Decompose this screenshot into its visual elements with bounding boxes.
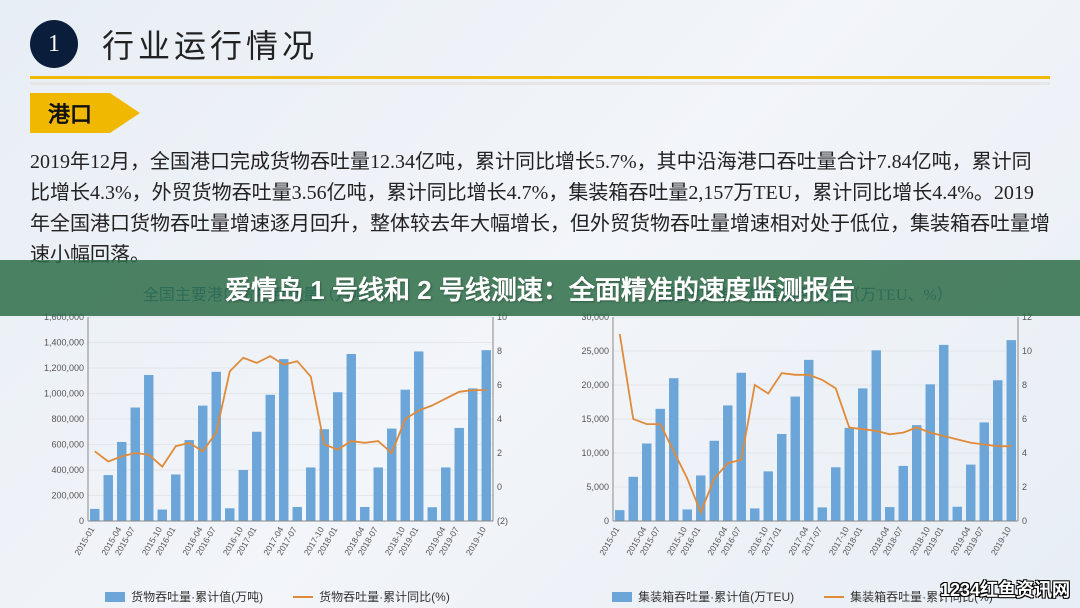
svg-text:25,000: 25,000 (581, 346, 609, 356)
svg-text:10: 10 (1022, 346, 1032, 356)
svg-text:1,000,000: 1,000,000 (44, 389, 84, 399)
svg-text:800,000: 800,000 (51, 414, 84, 424)
svg-text:4: 4 (1022, 448, 1027, 458)
svg-text:1,400,000: 1,400,000 (44, 338, 84, 348)
svg-text:10,000: 10,000 (581, 448, 609, 458)
svg-text:400,000: 400,000 (51, 465, 84, 475)
chart-left: 全国主要港口货物吞吐量（万吨、%） 0200,000400,000600,000… (30, 281, 525, 605)
svg-text:6: 6 (497, 380, 502, 390)
chart-left-svg: 0 200,000 400,000 600,000 800,000 1,000,000 1,… (30, 309, 525, 579)
legend-line-left-label: 货物吞吐量·累计同比(%) (319, 588, 450, 605)
svg-text:0: 0 (604, 516, 609, 526)
svg-text:0: 0 (1022, 516, 1027, 526)
svg-text:2015-01: 2015-01 (72, 525, 96, 557)
legend-bar-right-label: 集装箱吞吐量·累计值(万TEU) (638, 588, 794, 605)
svg-text:8: 8 (1022, 380, 1027, 390)
slide-number-circle: 1 (30, 20, 78, 68)
svg-text:2019-10: 2019-10 (989, 525, 1013, 557)
section-label: 港口 (30, 93, 110, 133)
slide-header: 1 行业运行情况 (0, 0, 1080, 68)
title-divider (30, 76, 1050, 79)
svg-text:20,000: 20,000 (581, 380, 609, 390)
chart-left-legend: 货物吞吐量·累计值(万吨) 货物吞吐量·累计同比(%) (30, 588, 525, 605)
svg-text:15,000: 15,000 (581, 414, 609, 424)
svg-text:2: 2 (1022, 482, 1027, 492)
paragraph-text: 2019年12月，全国港口完成货物吞吐量12.34亿吨，累计同比增长5.7%，其… (30, 147, 1050, 271)
legend-bar-left-label: 货物吞吐量·累计值(万吨) (131, 588, 263, 605)
chart-right: 全国主要港口集装箱吞吐量（万TEU、%） 05,00010,00015,0002… (555, 281, 1050, 605)
svg-text:8: 8 (497, 346, 502, 356)
svg-text:0: 0 (79, 516, 84, 526)
slide-title: 行业运行情况 (102, 21, 318, 67)
svg-text:2019-10: 2019-10 (464, 525, 488, 557)
legend-bar-left: 货物吞吐量·累计值(万吨) (105, 588, 263, 605)
charts-container: 全国主要港口货物吞吐量（万吨、%） 0200,000400,000600,000… (30, 281, 1050, 605)
svg-text:6: 6 (1022, 414, 1027, 424)
chart-right-svg: 05,00010,00015,00020,00025,00030,0000246… (555, 309, 1050, 579)
svg-text:200,000: 200,000 (51, 491, 84, 501)
legend-line-left: 货物吞吐量·累计同比(%) (293, 588, 450, 605)
svg-text:1,200,000: 1,200,000 (44, 363, 84, 373)
svg-text:0: 0 (497, 482, 502, 492)
watermark-text: 1234红鱼资讯网 (940, 576, 1070, 602)
arrow-head-icon (110, 93, 140, 133)
overlay-banner: 爱情岛 1 号线和 2 号线测速：全面精准的速度监测报告 (0, 260, 1080, 316)
svg-text:2015-01: 2015-01 (597, 525, 621, 557)
section-arrow: 港口 (30, 93, 110, 133)
svg-text:4: 4 (497, 414, 502, 424)
legend-bar-right: 集装箱吞吐量·累计值(万TEU) (612, 588, 794, 605)
svg-text:2: 2 (497, 448, 502, 458)
svg-text:600,000: 600,000 (51, 440, 84, 450)
svg-text:(2): (2) (497, 516, 508, 526)
svg-text:5,000: 5,000 (586, 482, 609, 492)
